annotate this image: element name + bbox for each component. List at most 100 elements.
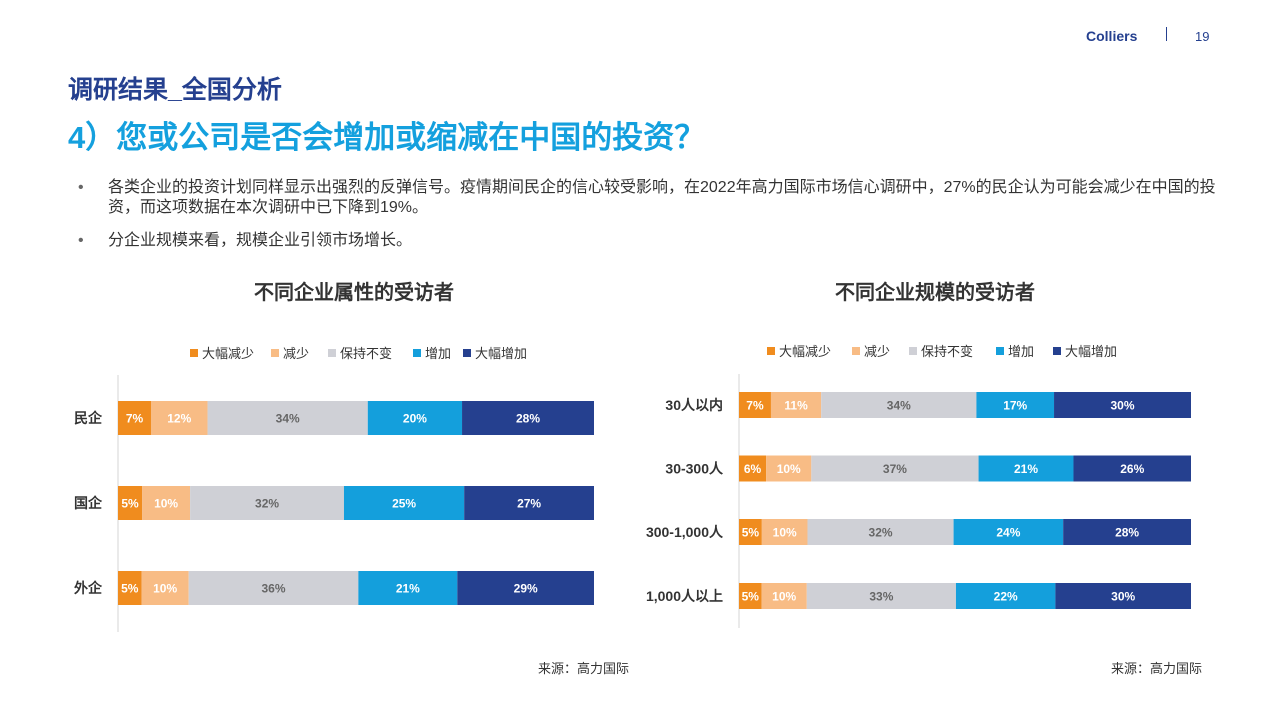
- legend-swatch-4: [463, 349, 471, 357]
- data-label-1-row-0: 11%: [784, 399, 808, 413]
- legend-swatch-1: [852, 347, 860, 355]
- bar-segment-3-row-1: [343, 486, 465, 520]
- data-label-3-row-2: 21%: [396, 582, 420, 596]
- category-label-1-000: 1,000人以上: [646, 588, 723, 604]
- bar-segment-2-row-2: [188, 571, 359, 605]
- bar-segment-0-row-0: [739, 392, 771, 418]
- bar-segment-4-row-0: [462, 401, 594, 435]
- legend-label-3: 增加: [1008, 344, 1034, 359]
- data-label-3-row-1: 25%: [392, 497, 416, 511]
- bar-segment-0-row-0: [118, 401, 151, 435]
- bar-segment-2-row-2: [807, 519, 954, 545]
- bullet-list: 各类企业的投资计划同样显示出强烈的反弹信号。疫情期间民企的信心较受影响，在202…: [78, 178, 1218, 264]
- data-label-0-row-2: 5%: [121, 582, 139, 596]
- data-label-4-row-2: 28%: [1115, 526, 1139, 540]
- data-label-0-row-2: 5%: [742, 526, 760, 540]
- data-label-4-row-2: 29%: [514, 582, 538, 596]
- source-note-ownership: 来源：高力国际: [538, 661, 630, 676]
- legend-label-2: 保持不变: [340, 346, 392, 361]
- data-label-2-row-2: 36%: [262, 582, 286, 596]
- bar-segment-3-row-2: [953, 519, 1064, 545]
- data-label-1-row-1: 10%: [777, 462, 801, 476]
- bar-segment-2-row-1: [190, 486, 344, 520]
- category-label-x: 民企: [74, 410, 103, 426]
- question-title: 4）您或公司是否会增加或缩减在中国的投资？: [68, 120, 706, 155]
- bar-segment-4-row-1: [464, 486, 594, 520]
- bar-segment-1-row-3: [761, 583, 807, 609]
- bar-segment-0-row-3: [739, 583, 762, 609]
- data-label-2-row-3: 33%: [869, 590, 893, 604]
- legend-swatch-3: [996, 347, 1004, 355]
- bar-segment-3-row-3: [955, 583, 1056, 609]
- data-label-1-row-3: 10%: [772, 590, 796, 604]
- legend-swatch-0: [190, 349, 198, 357]
- bar-segment-4-row-0: [1054, 392, 1191, 418]
- legend-swatch-1: [271, 349, 279, 357]
- bar-segment-1-row-1: [142, 486, 191, 520]
- bar-segment-0-row-2: [118, 571, 142, 605]
- bullet-item: 各类企业的投资计划同样显示出强烈的反弹信号。疫情期间民企的信心较受影响，在202…: [78, 178, 1218, 218]
- data-label-0-row-0: 7%: [126, 412, 144, 426]
- category-label-x: 国企: [74, 495, 103, 511]
- category-label-x: 外企: [74, 580, 103, 596]
- data-label-4-row-0: 30%: [1110, 399, 1134, 413]
- data-label-3-row-2: 24%: [996, 526, 1020, 540]
- data-label-1-row-2: 10%: [153, 582, 177, 596]
- legend-swatch-0: [767, 347, 775, 355]
- bar-segment-3-row-0: [367, 401, 463, 435]
- data-label-1-row-2: 10%: [773, 526, 797, 540]
- bar-segment-2-row-0: [821, 392, 977, 418]
- data-label-0-row-3: 5%: [742, 590, 760, 604]
- chart-title-size: 不同企业规模的受访者: [835, 282, 1035, 304]
- chart-title-ownership: 不同企业属性的受访者: [254, 282, 454, 304]
- bar-segment-4-row-3: [1055, 583, 1191, 609]
- data-label-3-row-0: 20%: [403, 412, 427, 426]
- data-label-3-row-0: 17%: [1003, 399, 1027, 413]
- data-label-1-row-0: 12%: [167, 412, 191, 426]
- bar-segment-4-row-2: [457, 571, 594, 605]
- legend-label-2: 保持不变: [921, 344, 973, 359]
- brand-logo: Colliers: [1086, 28, 1138, 44]
- data-label-0-row-1: 6%: [744, 462, 762, 476]
- data-label-2-row-2: 32%: [869, 526, 893, 540]
- data-label-0-row-0: 7%: [746, 399, 764, 413]
- chart-size: 大幅减少 减少 保持不变 增加 大幅增加 30人以内 7% 11% 34% 17% 30% 30-30…: [646, 344, 1191, 628]
- data-label-0-row-1: 5%: [121, 497, 139, 511]
- bar-segment-2-row-0: [207, 401, 368, 435]
- bullet-item: 分企业规模来看，规模企业引领市场增长。: [78, 231, 1218, 251]
- category-label-30-300: 30-300人: [665, 461, 724, 477]
- bar-segment-3-row-1: [978, 455, 1074, 482]
- data-label-4-row-1: 26%: [1120, 462, 1144, 476]
- legend-label-4: 大幅增加: [475, 346, 527, 361]
- data-label-3-row-3: 22%: [994, 590, 1018, 604]
- data-label-1-row-1: 10%: [154, 497, 178, 511]
- bar-segment-3-row-0: [976, 392, 1055, 418]
- data-label-4-row-1: 27%: [517, 497, 541, 511]
- category-label-30: 30人以内: [665, 397, 723, 413]
- bar-segment-1-row-0: [150, 401, 208, 435]
- legend-label-4: 大幅增加: [1065, 344, 1117, 359]
- legend-swatch-2: [909, 347, 917, 355]
- data-label-2-row-0: 34%: [276, 412, 300, 426]
- data-label-2-row-1: 37%: [883, 462, 907, 476]
- data-label-4-row-0: 28%: [516, 412, 540, 426]
- legend-swatch-3: [413, 349, 421, 357]
- bar-segment-0-row-1: [739, 455, 767, 482]
- data-label-3-row-1: 21%: [1014, 462, 1038, 476]
- bar-segment-1-row-1: [766, 455, 812, 482]
- legend-label-0: 大幅减少: [779, 344, 831, 359]
- legend-label-1: 减少: [864, 344, 890, 359]
- section-title: 调研结果_全国分析: [68, 76, 282, 104]
- legend-swatch-2: [328, 349, 336, 357]
- data-label-2-row-1: 32%: [255, 497, 279, 511]
- bar-segment-2-row-1: [811, 455, 979, 482]
- source-note-size: 来源：高力国际: [1111, 661, 1203, 676]
- legend-label-0: 大幅减少: [202, 346, 254, 361]
- legend-swatch-4: [1053, 347, 1061, 355]
- bar-segment-2-row-3: [806, 583, 956, 609]
- bar-segment-1-row-2: [141, 571, 189, 605]
- legend-label-3: 增加: [425, 346, 451, 361]
- bar-segment-4-row-2: [1063, 519, 1191, 545]
